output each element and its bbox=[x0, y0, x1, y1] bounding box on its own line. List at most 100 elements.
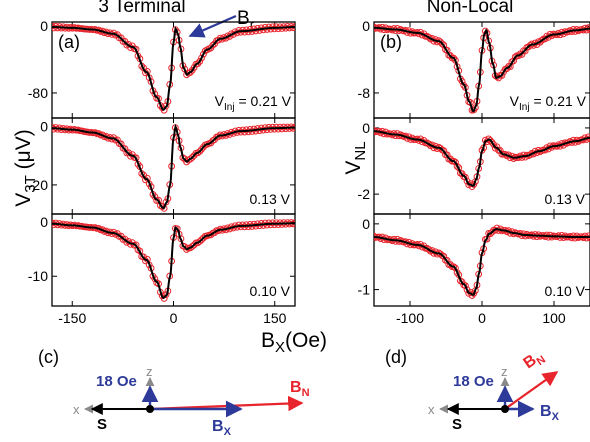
z-label-c: z bbox=[146, 364, 153, 379]
x-main: B bbox=[261, 329, 275, 352]
data-point bbox=[584, 133, 590, 141]
y-tick-label: 0 bbox=[362, 18, 370, 34]
y-tick-label: -20 bbox=[28, 177, 48, 193]
data-point bbox=[511, 53, 519, 61]
left-y-main: V bbox=[12, 193, 35, 207]
data-point bbox=[461, 282, 469, 290]
field-label-c: 18 Oe bbox=[96, 373, 137, 390]
bx-main-d: B bbox=[540, 403, 552, 420]
data-point bbox=[188, 243, 196, 250]
panel-label-c: (c) bbox=[38, 347, 59, 367]
y-tick-label: 0 bbox=[40, 214, 48, 230]
data-point bbox=[440, 252, 448, 260]
y-tick-label: -80 bbox=[28, 85, 48, 101]
data-point bbox=[183, 246, 190, 253]
x-tick-label: 0 bbox=[170, 310, 178, 326]
panel-label: (a) bbox=[58, 32, 80, 52]
br-sub: r bbox=[250, 17, 255, 32]
x-label-c: x bbox=[73, 402, 80, 417]
chart-panel-b-mid: 0 -2 0.13 V bbox=[358, 117, 590, 215]
data-point bbox=[188, 154, 196, 161]
plot-area bbox=[52, 123, 295, 212]
right-y-main: V bbox=[342, 161, 365, 175]
y-tick-label: -8 bbox=[358, 85, 371, 101]
right-y-sub: NL bbox=[352, 141, 369, 160]
data-point bbox=[160, 106, 168, 114]
vinj-sub: Inj bbox=[224, 102, 235, 113]
bn-label-c: BN bbox=[290, 379, 310, 399]
data-point bbox=[200, 234, 207, 242]
data-point bbox=[521, 47, 529, 55]
data-point bbox=[162, 291, 170, 298]
data-point bbox=[452, 264, 459, 272]
y-tick-label: -2 bbox=[358, 186, 371, 202]
br-annotation-label: Br bbox=[237, 8, 255, 32]
plot-area bbox=[52, 22, 295, 114]
data-point bbox=[125, 149, 133, 157]
data-point bbox=[496, 147, 504, 154]
y-tick-label: -1 bbox=[358, 282, 371, 298]
x-sub: X bbox=[275, 339, 285, 356]
charts-layer: 0-80(a)VInj = 0.21 V0-200.13 V0-10-150 0 1… bbox=[28, 18, 590, 326]
x-tick-label: 150 bbox=[263, 310, 287, 326]
data-point bbox=[584, 24, 590, 32]
y-tick-label: 0 bbox=[40, 119, 48, 135]
fit-line bbox=[52, 26, 295, 111]
y-tick-label: 0 bbox=[362, 120, 370, 136]
data-point bbox=[198, 54, 205, 62]
field-label-d: 18 Oe bbox=[453, 373, 494, 390]
data-point bbox=[186, 155, 194, 163]
z-label-d: z bbox=[501, 364, 508, 379]
fit-line bbox=[374, 130, 590, 187]
fit-line bbox=[52, 123, 295, 210]
data-point bbox=[196, 148, 204, 155]
left-y-sub: 3T bbox=[22, 175, 39, 193]
data-point bbox=[198, 236, 205, 244]
plot-area bbox=[374, 127, 590, 191]
br-main: B bbox=[237, 8, 250, 29]
s-label-d: S bbox=[452, 416, 462, 433]
data-point bbox=[186, 69, 194, 76]
fit-line bbox=[374, 228, 590, 296]
data-point bbox=[114, 136, 121, 144]
data-point bbox=[538, 36, 546, 44]
data-point bbox=[440, 41, 448, 49]
left-y-axis-label: V3T (μV) bbox=[12, 129, 39, 206]
data-point bbox=[162, 102, 170, 110]
voltage-label: 0.10 V bbox=[545, 283, 586, 299]
bn-label-d: BN bbox=[521, 347, 548, 375]
data-point bbox=[214, 36, 222, 44]
vinj-value: = 0.21 V bbox=[530, 93, 587, 109]
x-tick-label: -100 bbox=[396, 310, 424, 326]
fit-line bbox=[374, 26, 590, 113]
data-point bbox=[443, 151, 451, 159]
y-tick-label: 0 bbox=[362, 216, 370, 232]
data-point bbox=[194, 60, 202, 68]
data-point bbox=[214, 133, 222, 141]
vinj-value: = 0.21 V bbox=[235, 93, 292, 109]
plot-area bbox=[374, 23, 590, 114]
data-point bbox=[452, 158, 459, 166]
data-point bbox=[151, 275, 159, 283]
right-y-axis-label: VNL bbox=[342, 141, 369, 174]
x-tick-label: 0 bbox=[478, 310, 486, 326]
x-tick-label: 100 bbox=[542, 310, 566, 326]
bx-sub-c: X bbox=[224, 426, 232, 438]
data-point bbox=[533, 233, 541, 241]
y-tick-label: 0 bbox=[40, 18, 48, 34]
x-rest: (Oe) bbox=[285, 329, 327, 352]
br-annotation-arrow bbox=[188, 14, 237, 38]
data-point bbox=[211, 229, 219, 237]
left-y-rest: (μV) bbox=[12, 129, 35, 175]
diagram-d: (d) z x S 18 Oe BX BN bbox=[385, 347, 560, 433]
voltage-label: 0.13 V bbox=[250, 191, 291, 207]
data-point bbox=[468, 183, 476, 191]
plot-area bbox=[52, 219, 295, 302]
data-point bbox=[196, 238, 204, 245]
chart-panel-a-top: 0 -80 (a) VInj = 0.21 V bbox=[28, 18, 296, 119]
chart-panel-a-bot: 0 -10 -150 0 150 0.10 V bbox=[28, 213, 296, 326]
data-point bbox=[510, 57, 517, 65]
panel-label: (b) bbox=[380, 32, 402, 52]
data-point bbox=[498, 72, 506, 79]
